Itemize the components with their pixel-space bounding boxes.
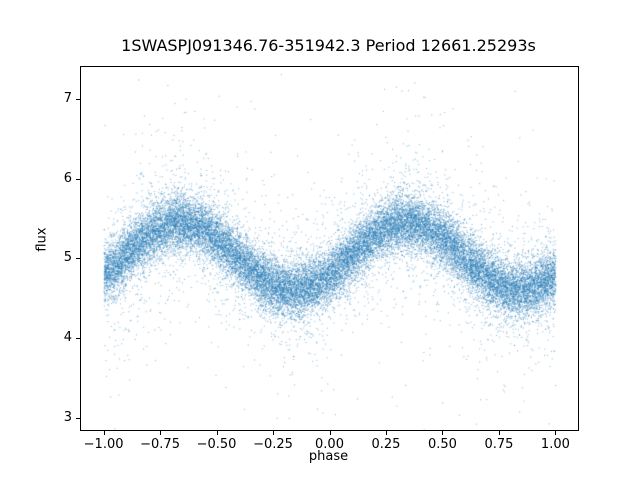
y-tick-mark bbox=[76, 338, 80, 340]
x-tick-label: 1.00 bbox=[540, 437, 570, 452]
x-tick-label: −0.25 bbox=[253, 437, 293, 452]
x-tick-mark bbox=[273, 431, 275, 435]
x-tick-mark bbox=[498, 431, 500, 435]
x-tick-mark bbox=[216, 431, 218, 435]
y-tick-mark bbox=[76, 418, 80, 420]
x-tick-label: −0.50 bbox=[196, 437, 237, 452]
y-tick-label: 5 bbox=[63, 250, 72, 266]
y-tick-label: 4 bbox=[63, 330, 72, 346]
x-axis-label: phase bbox=[308, 449, 349, 464]
plot-title: 1SWASPJ091346.76-351942.3 Period 12661.2… bbox=[121, 36, 536, 55]
x-tick-mark bbox=[103, 431, 105, 435]
y-tick-label: 6 bbox=[63, 170, 72, 186]
x-tick-label: 0.25 bbox=[371, 437, 401, 452]
x-tick-label: 0.50 bbox=[427, 437, 457, 452]
axes bbox=[80, 66, 579, 431]
x-tick-mark bbox=[329, 431, 331, 435]
x-tick-label: 0.00 bbox=[315, 437, 344, 452]
scatter-canvas bbox=[81, 67, 578, 430]
y-tick-mark bbox=[76, 98, 80, 100]
x-tick-label: −1.00 bbox=[83, 437, 124, 452]
x-tick-mark bbox=[555, 431, 557, 435]
x-tick-label: 0.75 bbox=[484, 437, 514, 452]
x-tick-label: −0.75 bbox=[140, 437, 180, 452]
y-tick-mark bbox=[76, 258, 80, 260]
y-tick-label: 7 bbox=[63, 90, 72, 106]
x-tick-mark bbox=[385, 431, 387, 435]
y-tick-mark bbox=[76, 178, 80, 180]
y-tick-label: 3 bbox=[63, 410, 72, 426]
x-tick-mark bbox=[160, 431, 162, 435]
x-tick-mark bbox=[442, 431, 444, 435]
